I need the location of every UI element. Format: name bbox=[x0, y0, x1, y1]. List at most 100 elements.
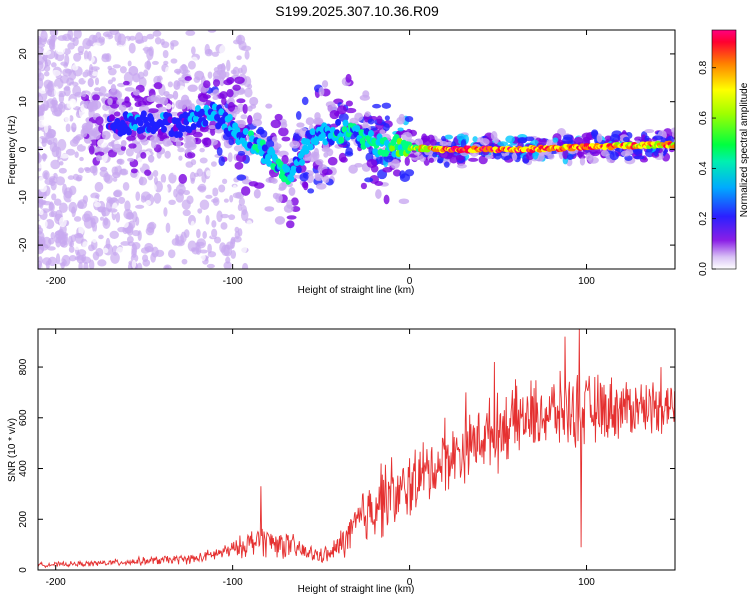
spectrogram-cell bbox=[573, 136, 584, 146]
spectrogram-ridge-cell bbox=[202, 119, 209, 127]
spectrogram-cell bbox=[345, 73, 352, 83]
spectrogram-cell bbox=[493, 151, 502, 160]
spectrogram-cell bbox=[130, 168, 138, 174]
spectrogram-cell bbox=[210, 161, 217, 167]
spectrogram-cell bbox=[53, 198, 62, 206]
spectrogram-cell bbox=[404, 156, 410, 167]
spectrogram-cell bbox=[48, 168, 53, 178]
spectrogram-cell bbox=[226, 59, 231, 72]
spectrogram-cell bbox=[281, 154, 289, 165]
spectrogram-ridge-cell bbox=[114, 117, 121, 125]
spectrogram-y-tick-label: 0 bbox=[18, 146, 29, 152]
spectrogram-cell bbox=[222, 185, 233, 195]
spectrogram-cell bbox=[101, 130, 111, 140]
spectrogram-cell bbox=[198, 254, 206, 262]
spectrogram-cell bbox=[432, 152, 438, 158]
spectrogram-cell bbox=[190, 247, 197, 252]
spectrogram-cell bbox=[219, 91, 228, 99]
spectrogram-cell bbox=[428, 157, 434, 163]
spectrogram-cell bbox=[168, 199, 176, 206]
spectrogram-cell bbox=[57, 35, 68, 41]
spectrogram-cell bbox=[222, 178, 228, 185]
spectrogram-cell bbox=[128, 143, 137, 149]
spectrogram-cell bbox=[213, 78, 221, 87]
spectrogram-cell bbox=[93, 175, 100, 181]
spectrogram-cell bbox=[113, 190, 122, 198]
spectrogram-cell bbox=[89, 197, 99, 203]
spectrogram-cell bbox=[158, 259, 165, 266]
spectrogram-cell bbox=[338, 152, 347, 163]
spectrogram-cell bbox=[240, 64, 248, 75]
spectrogram-cell bbox=[207, 71, 213, 79]
spectrogram-cell bbox=[59, 216, 67, 228]
spectrogram-cell bbox=[620, 150, 631, 157]
spectrogram-y-tick-label: 10 bbox=[18, 96, 29, 108]
spectrogram-cell bbox=[479, 138, 490, 146]
snr-series-line bbox=[38, 329, 675, 569]
spectrogram-cell bbox=[81, 256, 92, 264]
spectrogram-cell bbox=[45, 128, 56, 139]
spectrogram-cell bbox=[83, 100, 93, 110]
spectrogram-cell bbox=[175, 139, 182, 149]
spectrogram-cell bbox=[265, 139, 275, 150]
spectrogram-cell bbox=[163, 207, 168, 217]
spectrogram-cell bbox=[236, 98, 246, 104]
spectrogram-cell bbox=[70, 196, 76, 202]
spectrogram-cell bbox=[185, 134, 192, 141]
spectrogram-cell bbox=[73, 244, 81, 251]
spectrogram-cell bbox=[67, 175, 75, 180]
spectrogram-cell bbox=[63, 86, 71, 91]
spectrogram-cell bbox=[60, 240, 68, 248]
colorbar-tick-label: 0.6 bbox=[698, 111, 709, 125]
spectrogram-cell bbox=[286, 220, 295, 229]
spectrogram-cell bbox=[329, 109, 340, 120]
spectrogram-ylabel: Frequency (Hz) bbox=[7, 116, 18, 185]
spectrogram-ridge-cell bbox=[354, 125, 361, 133]
spectrogram-cell bbox=[90, 215, 99, 225]
spectrogram-cell bbox=[401, 131, 413, 142]
spectrogram-ridge-cell bbox=[199, 108, 206, 116]
spectrogram-xlabel: Height of straight line (km) bbox=[298, 285, 415, 296]
spectrogram-cell bbox=[240, 186, 251, 196]
spectrogram-cell bbox=[59, 153, 70, 159]
spectrogram-cell bbox=[241, 45, 252, 52]
spectrogram-cell bbox=[234, 161, 244, 170]
spectrogram-cell bbox=[38, 243, 44, 249]
spectrogram-cell bbox=[113, 111, 121, 117]
spectrogram-cell bbox=[229, 194, 234, 203]
spectrogram-cell bbox=[50, 159, 61, 170]
spectrogram-cell bbox=[271, 178, 278, 184]
spectrogram-cell bbox=[95, 247, 104, 257]
spectrogram-cell bbox=[160, 173, 167, 184]
spectrogram-cell bbox=[234, 76, 245, 84]
spectrogram-cell bbox=[177, 100, 187, 110]
spectrogram-cell bbox=[219, 44, 229, 56]
spectrogram-cell bbox=[112, 176, 118, 182]
spectrogram-cell bbox=[275, 193, 283, 204]
spectrogram-cell bbox=[51, 193, 57, 201]
spectrogram-cell bbox=[49, 177, 56, 187]
spectrogram-cell bbox=[74, 232, 84, 244]
spectrogram-cell bbox=[260, 130, 268, 138]
spectrogram-cell bbox=[65, 123, 71, 133]
spectrogram-cell bbox=[541, 138, 547, 147]
spectrogram-ridge-cell bbox=[368, 130, 375, 138]
spectrogram-cell bbox=[232, 46, 240, 53]
spectrogram-cell bbox=[232, 39, 241, 45]
colorbar-tick-label: 0.2 bbox=[698, 211, 709, 225]
spectrogram-cell bbox=[321, 168, 333, 176]
spectrogram-cell bbox=[112, 143, 123, 153]
spectrogram-y-tick-label: -10 bbox=[18, 190, 29, 205]
spectrogram-cell bbox=[251, 118, 263, 127]
spectrogram-cell bbox=[170, 58, 178, 64]
spectrogram-cell bbox=[301, 96, 309, 106]
colorbar-gradient bbox=[711, 29, 737, 270]
spectrogram-cell bbox=[212, 187, 219, 197]
spectrogram-x-tick-label: 0 bbox=[407, 276, 413, 287]
spectrogram-cell bbox=[218, 156, 225, 167]
spectrogram-cell bbox=[69, 240, 75, 248]
spectrogram-ridge-cell bbox=[160, 125, 167, 133]
spectrogram-cell bbox=[223, 261, 232, 269]
spectrogram-cell bbox=[248, 181, 259, 187]
spectrogram-cell bbox=[229, 238, 236, 249]
